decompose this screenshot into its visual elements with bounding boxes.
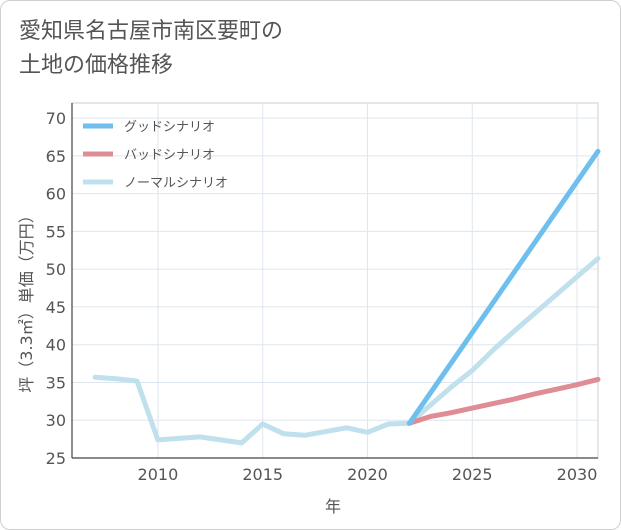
y-axis-label: 坪（3.3㎡）単価（万円） bbox=[17, 207, 36, 392]
chart-title-line-1: 愛知県名古屋市南区要町の bbox=[19, 19, 284, 44]
series-line-bad bbox=[406, 376, 601, 426]
y-tick-label-55: 55 bbox=[46, 222, 66, 241]
legend-label-bad: バッドシナリオ bbox=[124, 148, 215, 163]
y-tick-label-45: 45 bbox=[46, 298, 66, 317]
series-lines bbox=[92, 148, 601, 446]
y-tick-label-25: 25 bbox=[46, 449, 66, 468]
y-tick-label-70: 70 bbox=[46, 109, 66, 128]
x-tick-label-2015: 2015 bbox=[242, 465, 283, 484]
y-tick-label-65: 65 bbox=[46, 147, 66, 166]
x-axis-label: 年 bbox=[325, 497, 341, 516]
legend-label-good: グッドシナリオ bbox=[124, 120, 215, 135]
y-tick-label-50: 50 bbox=[46, 260, 66, 279]
y-tick-label-60: 60 bbox=[46, 185, 66, 204]
series-line-good bbox=[406, 148, 601, 426]
x-tick-label-2025: 2025 bbox=[452, 465, 493, 484]
x-tick-label-2010: 2010 bbox=[138, 465, 179, 484]
x-tick-label-2020: 2020 bbox=[347, 465, 388, 484]
chart-title-line-2: 土地の価格推移 bbox=[19, 53, 174, 78]
series-line-normal bbox=[92, 256, 601, 446]
y-tick-label-30: 30 bbox=[46, 411, 66, 430]
chart-title: 愛知県名古屋市南区要町の 土地の価格推移 bbox=[19, 15, 579, 83]
axes: 2010 2015 2020 2025 2030 25 30 35 40 45 50 55 60 65 70 bbox=[46, 103, 598, 484]
x-tick-label-2030: 2030 bbox=[557, 465, 598, 484]
y-tick-label-35: 35 bbox=[46, 373, 66, 392]
legend-label-normal: ノーマルシナリオ bbox=[124, 176, 228, 191]
y-tick-label-40: 40 bbox=[46, 336, 66, 355]
